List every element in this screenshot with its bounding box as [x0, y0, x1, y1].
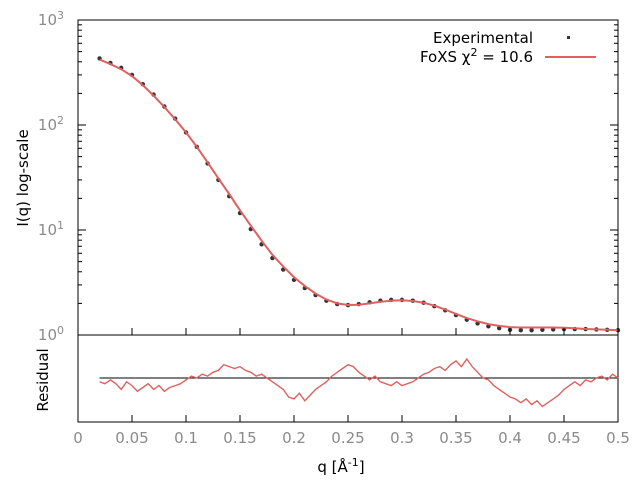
x-tick-label: 0.05 [115, 429, 148, 447]
legend-experimental-marker [567, 36, 570, 39]
residual-line [99, 357, 619, 408]
experimental-point [540, 327, 545, 333]
y-tick-label: 102 [38, 114, 64, 135]
x-tick-label: 0.35 [439, 429, 472, 447]
foxs-fit-line [99, 58, 619, 332]
x-tick-label: 0.1 [174, 429, 198, 447]
x-tick-label: 0.2 [282, 429, 306, 447]
legend: Experimental FoXS χ2 = 10.6 [420, 29, 596, 66]
y-axis-label-residual: Residual [34, 348, 52, 411]
main-plot-layer [97, 56, 621, 333]
experimental-point [529, 328, 534, 333]
legend-experimental-label: Experimental [433, 29, 533, 47]
x-tick-label: 0.3 [390, 429, 414, 447]
x-tick-label: 0 [73, 429, 83, 447]
experimental-point [518, 328, 523, 333]
x-tick-label: 0.45 [547, 429, 580, 447]
y-tick-label: 101 [38, 219, 64, 240]
legend-foxs-label: FoXS χ2 = 10.6 [420, 46, 533, 67]
tick-layer: 0 0.05 0.1 0.15 0.2 0.25 0.3 0.35 0.4 0.45 0.5 100 1… [38, 9, 630, 448]
y-tick-label: 103 [38, 9, 64, 30]
x-tick-label: 0.4 [498, 429, 522, 447]
x-axis-label: q [Å-1] [317, 456, 364, 477]
experimental-point [497, 326, 502, 331]
x-tick-label: 0.25 [331, 429, 364, 447]
main-plot-frame [77, 19, 619, 336]
y-tick-label: 100 [38, 324, 64, 345]
y-axis-label-main: I(q) log-scale [14, 129, 32, 226]
residual-plot-layer [99, 357, 619, 408]
x-tick-label: 0.15 [223, 429, 256, 447]
x-tick-label: 0.5 [606, 429, 630, 447]
